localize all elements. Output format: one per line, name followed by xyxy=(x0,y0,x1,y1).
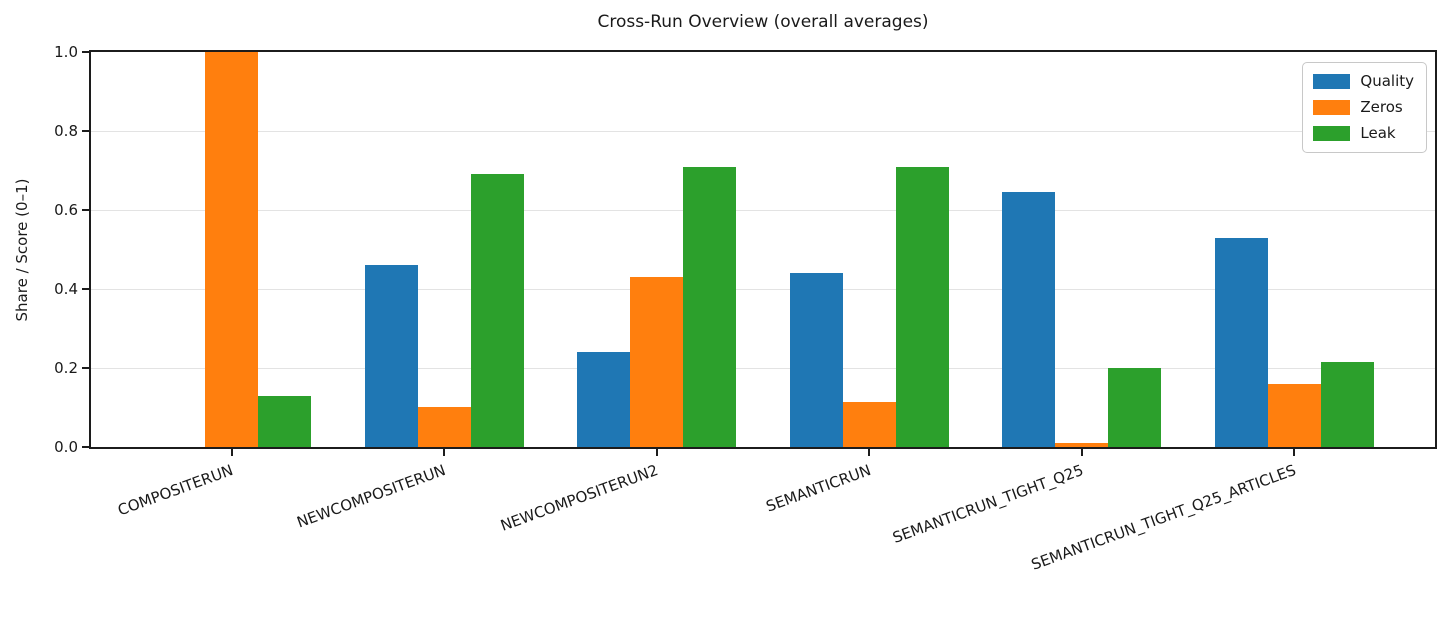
bar-zeros-newcompositerun xyxy=(418,407,471,447)
legend-item-leak: Leak xyxy=(1313,124,1414,143)
x-tick-mark-semanticrun xyxy=(868,449,871,456)
chart-title: Cross-Run Overview (overall averages) xyxy=(597,12,929,32)
bar-leak-semanticrun xyxy=(896,167,949,447)
legend-item-zeros: Zeros xyxy=(1313,98,1414,117)
x-tick-label-compositerun: COMPOSITERUN xyxy=(115,461,236,520)
legend-swatch-quality-icon xyxy=(1313,74,1351,89)
bar-quality-semanticrun-tight-q25-articles xyxy=(1215,238,1268,447)
y-tick-mark-0.8 xyxy=(82,130,89,132)
x-tick-mark-semanticrun-tight-q25 xyxy=(1080,449,1083,456)
legend: Quality Zeros Leak xyxy=(1302,62,1427,153)
y-tick-label-1.0: 1.0 xyxy=(54,43,78,61)
legend-label-leak: Leak xyxy=(1360,124,1396,142)
bar-leak-semanticrun-tight-q25-articles xyxy=(1321,362,1374,447)
bar-zeros-newcompositerun2 xyxy=(630,277,683,447)
bar-quality-semanticrun-tight-q25 xyxy=(1002,192,1055,447)
y-tick-label-0.2: 0.2 xyxy=(54,359,78,377)
bar-zeros-semanticrun-tight-q25 xyxy=(1055,443,1108,447)
bar-quality-newcompositerun xyxy=(365,265,418,447)
x-tick-label-newcompositerun2: NEWCOMPOSITERUN2 xyxy=(498,461,661,535)
gridline-0.8 xyxy=(91,130,1435,132)
bar-leak-semanticrun-tight-q25 xyxy=(1108,368,1161,447)
bar-quality-newcompositerun2 xyxy=(577,352,630,447)
bar-quality-semanticrun xyxy=(790,273,843,447)
x-tick-mark-newcompositerun xyxy=(443,449,446,456)
x-tick-mark-newcompositerun2 xyxy=(655,449,658,456)
x-tick-mark-compositerun xyxy=(230,449,233,456)
plot-area xyxy=(89,50,1437,449)
bar-leak-newcompositerun xyxy=(471,174,524,447)
y-tick-mark-1.0 xyxy=(82,51,89,53)
legend-swatch-zeros-icon xyxy=(1313,100,1351,115)
y-tick-label-0.4: 0.4 xyxy=(54,280,78,298)
bar-zeros-semanticrun xyxy=(843,402,896,447)
bar-leak-compositerun xyxy=(258,396,311,447)
y-tick-label-0.0: 0.0 xyxy=(54,438,78,456)
bar-zeros-compositerun xyxy=(205,52,258,447)
x-tick-label-newcompositerun: NEWCOMPOSITERUN xyxy=(294,461,449,532)
y-tick-mark-0.6 xyxy=(82,209,89,211)
y-tick-mark-0.2 xyxy=(82,367,89,369)
x-tick-mark-semanticrun-tight-q25-articles xyxy=(1293,449,1296,456)
y-tick-mark-0.4 xyxy=(82,288,89,290)
bar-leak-newcompositerun2 xyxy=(683,167,736,447)
plot-layer xyxy=(91,52,1435,447)
legend-swatch-leak-icon xyxy=(1313,126,1351,141)
legend-label-zeros: Zeros xyxy=(1360,98,1403,116)
y-tick-mark-0.0 xyxy=(82,446,89,448)
legend-label-quality: Quality xyxy=(1360,72,1414,90)
gridline-0.6 xyxy=(91,209,1435,211)
y-tick-label-0.6: 0.6 xyxy=(54,201,78,219)
bar-zeros-semanticrun-tight-q25-articles xyxy=(1268,384,1321,447)
y-tick-label-0.8: 0.8 xyxy=(54,122,78,140)
x-tick-label-semanticrun: SEMANTICRUN xyxy=(763,461,874,516)
gridline-0.4 xyxy=(91,288,1435,290)
x-tick-label-semanticrun-tight-q25: SEMANTICRUN_TIGHT_Q25 xyxy=(890,461,1086,547)
legend-item-quality: Quality xyxy=(1313,72,1414,91)
gridline-0.2 xyxy=(91,367,1435,369)
